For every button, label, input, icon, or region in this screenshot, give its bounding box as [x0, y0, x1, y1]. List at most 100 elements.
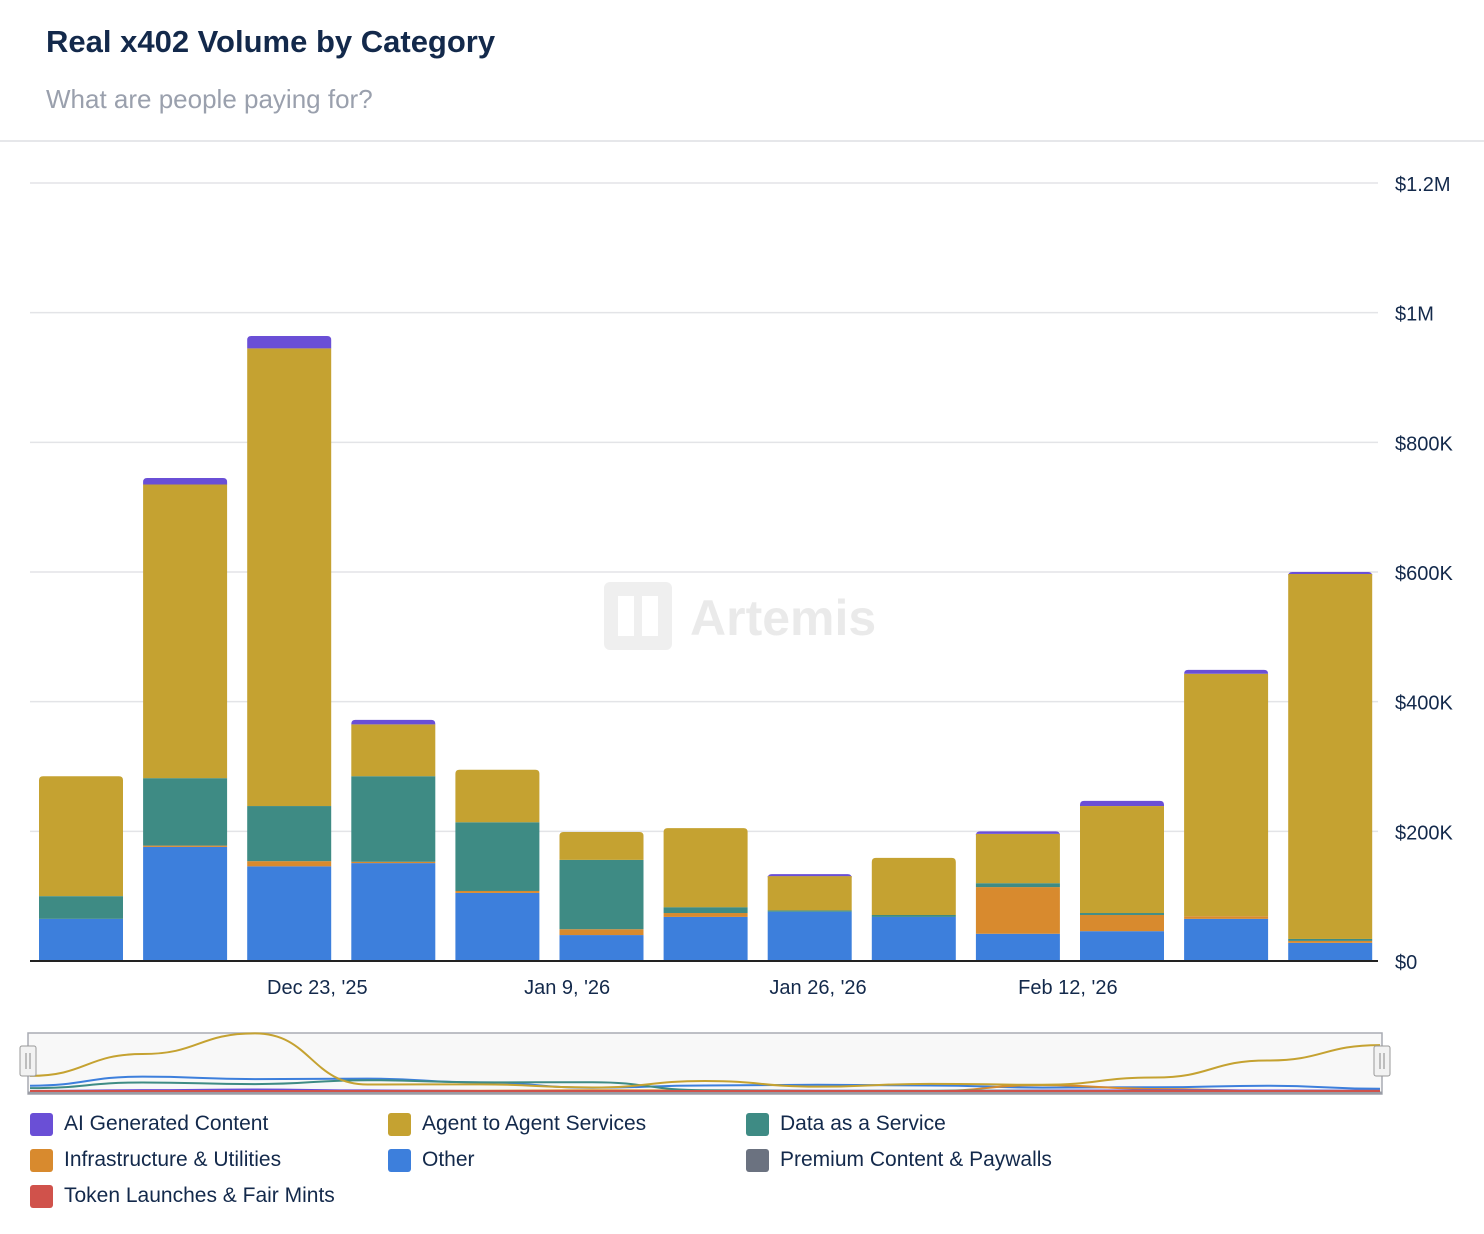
bar-segment-data-as-a-service[interactable]: [559, 859, 644, 930]
bar-segment-data-as-a-service[interactable]: [1288, 938, 1373, 941]
bar-segment-infrastructure-utilities[interactable]: [663, 913, 748, 917]
bar-stack[interactable]: [663, 828, 748, 961]
bar-segment-other[interactable]: [975, 933, 1060, 961]
bar-segment-data-as-a-service[interactable]: [39, 896, 123, 919]
bar-segment-other[interactable]: [1184, 918, 1269, 961]
bar-stack[interactable]: [559, 831, 644, 961]
bar-segment-agent-to-agent-services[interactable]: [39, 776, 123, 897]
legend-item[interactable]: Agent to Agent Services: [388, 1112, 646, 1136]
bar-segment-other[interactable]: [559, 935, 644, 961]
legend-label: Premium Content & Paywalls: [780, 1148, 1052, 1171]
bar-segment-agent-to-agent-services[interactable]: [455, 769, 540, 823]
legend-item[interactable]: Data as a Service: [746, 1112, 946, 1136]
bar-stack[interactable]: [351, 719, 436, 961]
bar-stack[interactable]: [871, 857, 956, 961]
bar-segment-other[interactable]: [767, 911, 852, 961]
navigator-handle-right[interactable]: [1373, 1045, 1391, 1077]
bar-stack[interactable]: [1080, 800, 1164, 961]
bar-segment-other[interactable]: [871, 916, 956, 961]
legend-swatch-icon: [30, 1184, 53, 1208]
bar-segment-other[interactable]: [663, 916, 748, 961]
bar-segment-infrastructure-utilities[interactable]: [1184, 916, 1269, 919]
bar-segment-other[interactable]: [455, 892, 540, 961]
bar-stack[interactable]: [767, 874, 852, 961]
bar-segment-data-as-a-service[interactable]: [351, 776, 436, 862]
bar-stack[interactable]: [1288, 572, 1373, 961]
y-tick-label: $600K: [1395, 563, 1453, 585]
bar-segment-other[interactable]: [39, 918, 123, 961]
bar-segment-infrastructure-utilities[interactable]: [455, 890, 540, 893]
artemis-watermark: Artemis: [604, 582, 876, 650]
legend-label: Data as a Service: [780, 1112, 946, 1135]
navigator-series: [29, 1032, 1381, 1093]
bar-segment-agent-to-agent-services[interactable]: [247, 348, 332, 807]
bar-segment-ai-generated-content[interactable]: [767, 874, 852, 879]
y-tick-label: $400K: [1395, 693, 1453, 715]
navigator-line: [29, 1075, 1381, 1090]
bar-segment-infrastructure-utilities[interactable]: [143, 845, 228, 847]
bar-segment-other[interactable]: [1080, 931, 1164, 961]
bar-segment-agent-to-agent-services[interactable]: [1184, 673, 1269, 917]
bar-segment-ai-generated-content[interactable]: [1288, 572, 1373, 576]
y-tick-label: $800K: [1395, 433, 1453, 455]
legend-label: Token Launches & Fair Mints: [64, 1184, 335, 1207]
bar-segment-data-as-a-service[interactable]: [455, 822, 540, 891]
legend-item[interactable]: Token Launches & Fair Mints: [30, 1184, 335, 1208]
navigator-handle-left[interactable]: [19, 1045, 37, 1077]
legend-swatch-icon: [30, 1148, 53, 1172]
bar-segment-other[interactable]: [351, 863, 436, 961]
header-divider: [0, 140, 1484, 142]
bar-segment-infrastructure-utilities[interactable]: [247, 861, 332, 867]
bar-segment-data-as-a-service[interactable]: [871, 914, 956, 917]
bar-segment-agent-to-agent-services[interactable]: [767, 876, 852, 911]
bar-segment-agent-to-agent-services[interactable]: [351, 724, 436, 777]
watermark-text: Artemis: [690, 590, 876, 646]
bar-segment-agent-to-agent-services[interactable]: [975, 833, 1060, 884]
x-tick-label: Jan 9, '26: [524, 977, 610, 999]
legend-label: Agent to Agent Services: [422, 1112, 647, 1135]
bar-segment-data-as-a-service[interactable]: [767, 910, 852, 912]
bar-segment-ai-generated-content[interactable]: [1080, 800, 1164, 807]
bar-segment-agent-to-agent-services[interactable]: [1080, 806, 1164, 914]
bar-segment-data-as-a-service[interactable]: [247, 806, 332, 862]
bar-segment-data-as-a-service[interactable]: [1080, 913, 1164, 915]
bar-stack[interactable]: [39, 776, 123, 961]
y-tick-label: $1M: [1395, 304, 1434, 326]
bar-stack[interactable]: [247, 336, 332, 961]
bar-stack[interactable]: [975, 831, 1060, 961]
bar-segment-ai-generated-content[interactable]: [351, 719, 436, 725]
bar-segment-data-as-a-service[interactable]: [663, 907, 748, 914]
legend-item[interactable]: Infrastructure & Utilities: [30, 1148, 281, 1172]
bar-segment-infrastructure-utilities[interactable]: [1080, 914, 1164, 932]
bar-segment-ai-generated-content[interactable]: [975, 831, 1060, 836]
legend-item[interactable]: AI Generated Content: [30, 1112, 268, 1136]
legend-swatch-icon: [30, 1112, 53, 1136]
bar-segment-ai-generated-content[interactable]: [143, 477, 228, 485]
bar-segment-agent-to-agent-services[interactable]: [663, 828, 748, 908]
bar-segment-agent-to-agent-services[interactable]: [871, 857, 956, 915]
bar-segment-agent-to-agent-services[interactable]: [1288, 573, 1373, 939]
bar-stack[interactable]: [1184, 669, 1269, 961]
bar-segment-other[interactable]: [1288, 942, 1373, 961]
bar-segment-ai-generated-content[interactable]: [247, 336, 332, 349]
range-navigator[interactable]: [19, 1032, 1391, 1095]
bar-segment-infrastructure-utilities[interactable]: [1288, 940, 1373, 943]
bar-segment-data-as-a-service[interactable]: [975, 883, 1060, 888]
bar-segment-agent-to-agent-services[interactable]: [559, 831, 644, 860]
bar-segment-ai-generated-content[interactable]: [1184, 669, 1269, 674]
bar-segment-other[interactable]: [143, 846, 228, 961]
logo-shape: [642, 596, 658, 636]
bar-segment-agent-to-agent-services[interactable]: [143, 484, 228, 779]
legend-label: Other: [422, 1148, 475, 1171]
bar-segment-other[interactable]: [247, 866, 332, 961]
bar-segment-infrastructure-utilities[interactable]: [975, 887, 1060, 934]
bar-stack[interactable]: [455, 769, 540, 961]
legend-item[interactable]: Other: [388, 1148, 475, 1172]
bar-stack[interactable]: [143, 477, 228, 961]
gridlines: [30, 182, 1378, 833]
legend-item[interactable]: Premium Content & Paywalls: [746, 1148, 1052, 1172]
bar-segment-infrastructure-utilities[interactable]: [559, 929, 644, 936]
bar-segment-data-as-a-service[interactable]: [143, 778, 228, 846]
bar-segment-infrastructure-utilities[interactable]: [351, 861, 436, 864]
legend-swatch-icon: [746, 1112, 769, 1136]
